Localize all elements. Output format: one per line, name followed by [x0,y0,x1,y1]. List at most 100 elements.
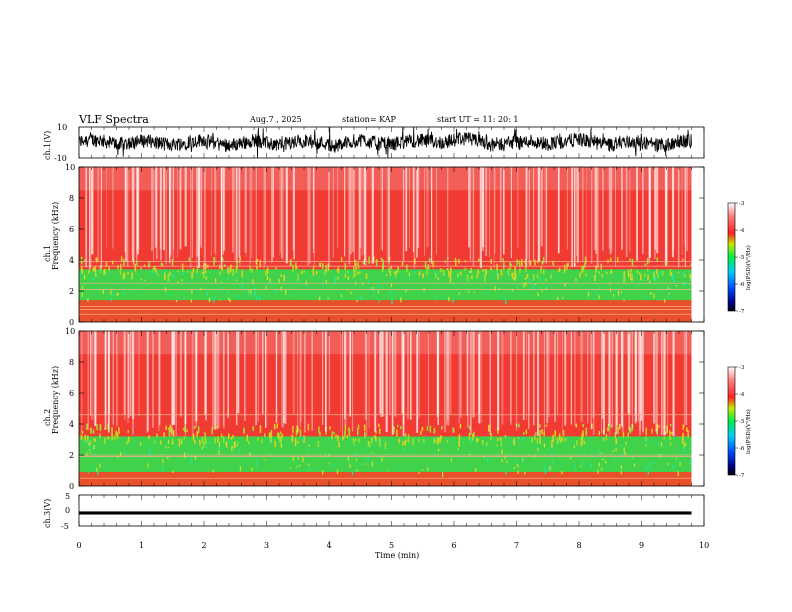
spectrogram-speckle [381,265,384,273]
spectrogram-speckle [446,440,448,443]
spectrogram-speckle [153,440,156,444]
spectrogram-streak [614,167,616,267]
ch1-ytick-top: 10 [57,123,67,132]
spectrogram-speckle [264,459,267,461]
spectrogram-streak [603,331,605,435]
spectrogram-speckle [309,466,311,471]
colorbar-tick-label: -5 [739,419,745,425]
spectrogram-speckle [203,441,205,448]
spectrogram-speckle [517,470,519,474]
spectrogram-streak [544,167,546,262]
spectrogram-streak [125,167,127,263]
spectrogram-streak [431,167,433,264]
spectrogram-speckle [134,289,136,292]
spectrogram-speckle [439,436,442,442]
spectrogram-streak [586,167,588,265]
spectrogram-speckle [516,463,518,466]
spectrogram-speckle [556,437,559,445]
spectrogram-speckle [225,441,228,448]
spectrogram-speckle [400,297,402,301]
spectrogram-speckle [504,434,507,438]
spectrogram-speckle [524,471,526,475]
spectrogram-speckle [362,282,364,285]
spectrogram-speckle [511,288,513,292]
spectrogram-speckle [404,440,406,446]
spectrogram-speckle [418,471,420,474]
spectrogram-speckle [87,471,89,474]
spectrogram-speckle [562,430,565,437]
spectrogram-streak [466,331,468,417]
spectrogram-speckle [264,433,266,438]
spectrogram-speckle [220,433,223,438]
spectrogram-speckle [595,265,597,273]
spectrogram-streak [656,331,658,436]
spectrogram-speckle [347,271,349,274]
spectrogram-speckle [293,279,295,284]
spectrogram-speckle [689,273,691,278]
spectrogram-speckle [344,274,347,278]
spectrogram-streak [283,331,286,424]
spectrogram-speckle [196,266,199,274]
spectrogram-speckle [652,460,654,464]
spectrogram-speckle [535,283,537,286]
spectrogram-speckle [487,457,489,463]
spectrogram-streak [342,331,343,436]
spectrogram-speckle [149,447,151,452]
spectrogram-speckle [206,445,208,450]
spectrogram-speckle [469,271,471,273]
spectrogram-speckle [378,439,380,442]
spectrogram-speckle [587,291,590,297]
spectrogram-streak [158,331,160,432]
spectrogram-speckle [350,291,352,295]
spectrogram-speckle [205,276,207,280]
spectrogram-speckle [365,463,367,465]
spectrogram-streak [566,167,568,250]
spectrogram-speckle [278,278,280,283]
spectrogram-speckle [450,458,452,462]
spectrogram-speckle [397,268,399,273]
spectrogram-streak [350,167,352,255]
spectrogram-streak [444,331,446,433]
spectrogram-speckle [603,437,605,442]
spectrogram-speckle [517,465,519,468]
spectrogram-speckle [147,264,150,267]
spectrogram-speckle [214,437,216,444]
spectrogram-speckle [250,289,252,295]
spectrogram-top-fade [79,167,692,191]
spectrogram-speckle [155,267,157,273]
spectrogram-speckle [661,270,664,276]
spectrogram-speckle [133,455,135,460]
spectrogram-speckle [335,434,337,438]
spectrogram-speckle [645,295,647,299]
spectrogram-speckle [161,263,164,267]
spectrogram-speckle [515,423,518,427]
spectrogram-speckle [523,436,525,439]
spectrogram-speckle [412,438,415,446]
spectrogram-streak [85,167,87,268]
spectrogram-speckle [359,271,361,274]
spectrogram-streak [173,167,174,250]
spectrogram-speckle [591,423,593,429]
spectrogram-speckle [661,286,663,292]
spectrogram-streak [147,331,149,431]
spectrogram-speckle [319,262,322,268]
spectrogram-speckle [441,426,443,430]
spectrogram-streak [447,331,450,426]
spectrogram-streak [171,331,173,437]
spectrogram-speckle [509,283,511,285]
spectrogram-speckle [406,264,408,273]
spectrogram-speckle [226,292,228,294]
spectrogram-speckle [347,289,349,291]
spectrogram-speckle [439,268,442,273]
spectrogram-speckle [373,295,375,298]
spectrogram-speckle [308,463,310,466]
spectrogram-speckle [232,446,234,448]
spectrogram-speckle [290,294,292,297]
spectrogram-speckle [438,437,441,441]
spectrogram-speckle [99,265,102,274]
spectrogram-speckle [389,290,391,293]
spectrogram-speckle [168,429,171,437]
spectrogram-speckle [163,432,165,438]
spectrogram-streak [313,167,314,254]
spectrogram-speckle [169,424,171,433]
